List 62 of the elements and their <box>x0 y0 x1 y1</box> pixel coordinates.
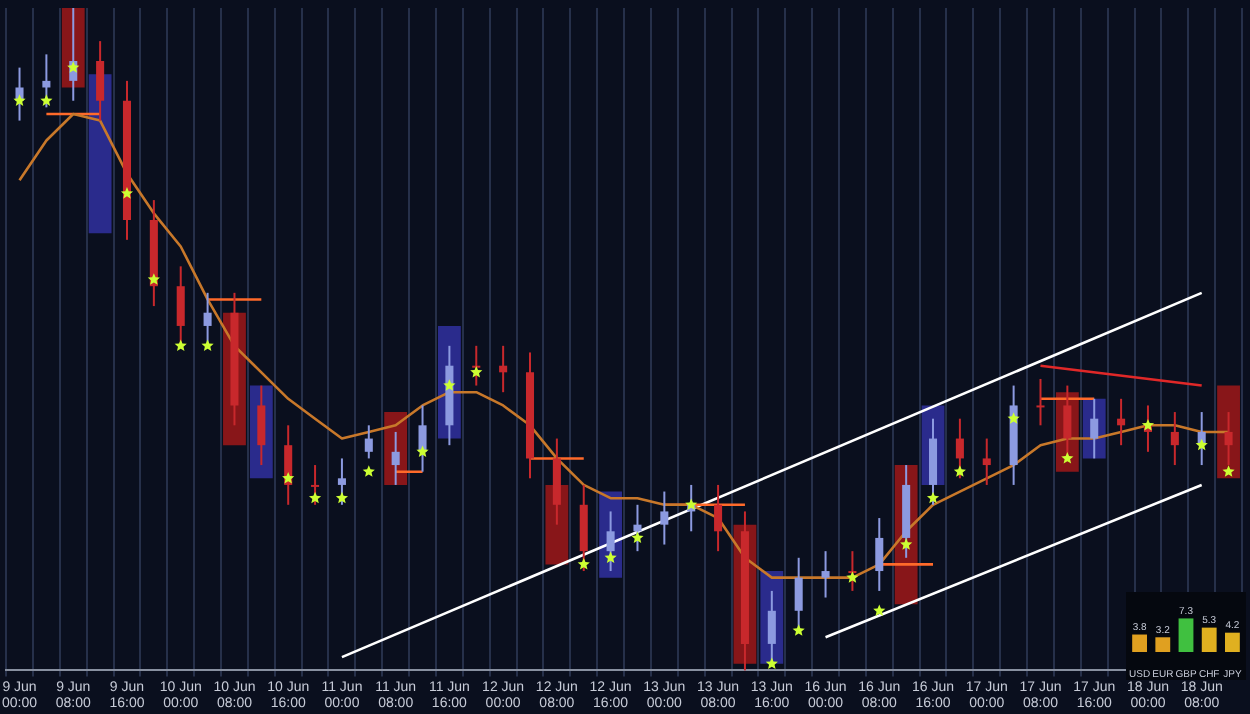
point <box>1222 465 1235 477</box>
candlestick <box>96 40 105 122</box>
candlestick <box>337 457 346 506</box>
point <box>953 465 966 477</box>
candlestick <box>875 517 884 592</box>
point <box>282 471 295 484</box>
candlestick <box>1170 411 1179 467</box>
bar <box>1178 618 1194 652</box>
point <box>1195 438 1208 451</box>
point <box>846 571 859 583</box>
candlestick <box>391 430 400 486</box>
candlestick <box>955 417 964 480</box>
candlestick <box>364 424 373 460</box>
candlestick <box>1063 384 1072 460</box>
candlestick <box>606 510 615 573</box>
candlestick <box>767 589 776 665</box>
point <box>577 558 590 570</box>
bar <box>1132 634 1148 652</box>
point <box>335 491 349 504</box>
candlestick <box>928 417 938 506</box>
point <box>308 491 322 504</box>
point <box>67 61 80 73</box>
bar <box>1155 637 1171 652</box>
point <box>900 538 913 550</box>
point <box>443 379 456 391</box>
bar <box>1201 627 1217 652</box>
candlestick <box>1117 397 1126 447</box>
point <box>1007 412 1020 424</box>
candlestick <box>714 483 723 553</box>
point <box>873 604 886 616</box>
candlestick <box>499 344 508 394</box>
point <box>362 465 375 477</box>
candlestick <box>42 53 51 109</box>
point <box>13 94 26 106</box>
candlestick <box>794 556 803 632</box>
point <box>926 491 940 504</box>
point <box>604 551 617 563</box>
point <box>1141 418 1155 431</box>
candlestick <box>176 265 185 347</box>
point <box>416 445 429 457</box>
point <box>765 657 778 669</box>
candlestick <box>579 483 588 573</box>
point <box>685 498 698 510</box>
candlestick <box>633 503 642 553</box>
candlestick <box>257 384 266 467</box>
point <box>792 624 805 636</box>
point <box>201 339 214 351</box>
bar <box>1224 632 1240 652</box>
point <box>470 365 483 378</box>
point <box>147 273 160 285</box>
candlestick <box>660 490 669 546</box>
point <box>1061 452 1074 464</box>
candlestick <box>982 437 991 486</box>
candlestick <box>203 291 212 347</box>
point <box>631 531 644 544</box>
candlestick <box>821 550 830 599</box>
candlestick <box>552 437 561 526</box>
candlestick <box>311 464 320 506</box>
point <box>40 94 53 106</box>
point <box>174 339 187 351</box>
candlestick <box>1036 377 1045 427</box>
point <box>120 187 134 199</box>
